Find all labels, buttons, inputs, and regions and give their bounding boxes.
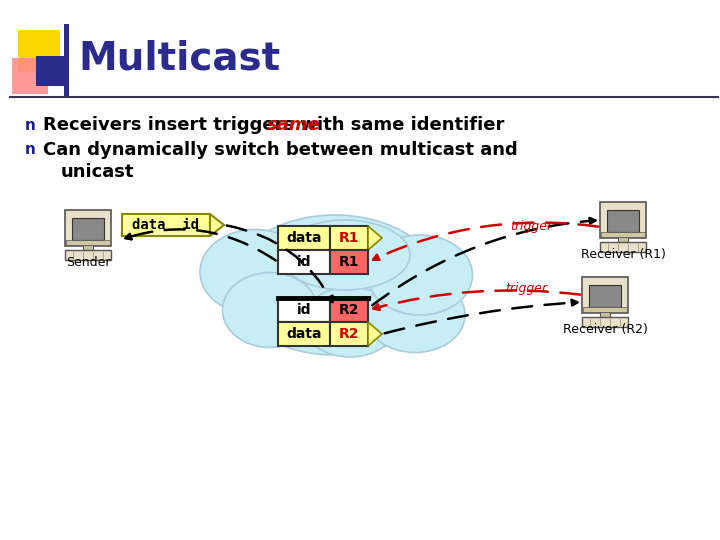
FancyBboxPatch shape <box>589 285 621 307</box>
FancyBboxPatch shape <box>83 245 93 253</box>
Text: Multicast: Multicast <box>78 39 280 77</box>
Polygon shape <box>368 322 382 346</box>
FancyBboxPatch shape <box>278 298 330 322</box>
Text: same: same <box>267 116 321 134</box>
FancyBboxPatch shape <box>330 322 368 346</box>
FancyBboxPatch shape <box>583 307 627 312</box>
FancyBboxPatch shape <box>72 218 104 240</box>
FancyBboxPatch shape <box>278 226 330 250</box>
FancyBboxPatch shape <box>330 250 368 274</box>
FancyBboxPatch shape <box>607 210 639 232</box>
Text: R2: R2 <box>338 327 359 341</box>
Ellipse shape <box>367 235 472 315</box>
Text: R2: R2 <box>338 303 359 317</box>
Ellipse shape <box>200 230 310 314</box>
Text: Receiver (R1): Receiver (R1) <box>580 248 665 261</box>
FancyBboxPatch shape <box>582 317 628 327</box>
FancyBboxPatch shape <box>278 250 330 274</box>
Text: id: id <box>297 255 311 269</box>
FancyBboxPatch shape <box>122 214 210 236</box>
Text: data: data <box>287 231 322 245</box>
FancyBboxPatch shape <box>36 56 66 86</box>
Text: data  id: data id <box>132 218 199 232</box>
FancyBboxPatch shape <box>600 242 646 252</box>
Text: Can dynamically switch between multicast and: Can dynamically switch between multicast… <box>43 141 518 159</box>
Ellipse shape <box>230 215 440 355</box>
FancyBboxPatch shape <box>330 226 368 250</box>
Text: id: id <box>297 303 311 317</box>
Text: R1: R1 <box>338 231 359 245</box>
Ellipse shape <box>302 287 397 357</box>
FancyBboxPatch shape <box>330 298 368 322</box>
FancyBboxPatch shape <box>600 312 610 320</box>
Text: Sender: Sender <box>66 256 110 269</box>
Text: data: data <box>287 327 322 341</box>
FancyBboxPatch shape <box>66 240 110 245</box>
FancyBboxPatch shape <box>600 202 646 238</box>
Polygon shape <box>210 214 224 236</box>
FancyBboxPatch shape <box>582 277 628 313</box>
Ellipse shape <box>222 273 318 348</box>
Text: n: n <box>25 143 36 158</box>
Text: unicast: unicast <box>61 163 135 181</box>
Polygon shape <box>368 226 382 250</box>
FancyBboxPatch shape <box>12 58 48 94</box>
FancyBboxPatch shape <box>278 322 330 346</box>
FancyBboxPatch shape <box>65 250 111 260</box>
FancyBboxPatch shape <box>18 30 60 72</box>
Text: Receivers insert triggers with same identifier: Receivers insert triggers with same iden… <box>43 116 505 134</box>
FancyBboxPatch shape <box>64 24 69 96</box>
Text: R1: R1 <box>338 255 359 269</box>
Ellipse shape <box>280 220 410 290</box>
Text: n: n <box>25 118 36 132</box>
FancyBboxPatch shape <box>601 232 645 237</box>
Text: trigger: trigger <box>510 220 552 233</box>
Text: trigger: trigger <box>505 282 547 295</box>
FancyBboxPatch shape <box>65 210 111 246</box>
Ellipse shape <box>365 278 465 353</box>
FancyBboxPatch shape <box>618 237 628 245</box>
Text: Receiver (R2): Receiver (R2) <box>562 323 647 336</box>
